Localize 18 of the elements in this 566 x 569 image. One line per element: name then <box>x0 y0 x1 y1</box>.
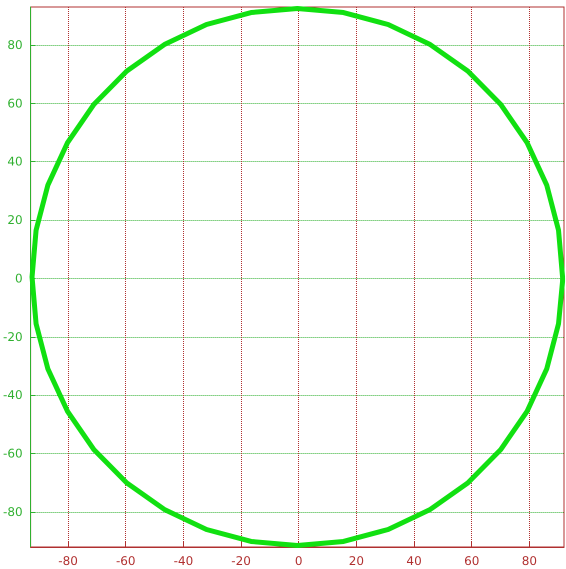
y-tick-label: -60 <box>2 446 23 461</box>
x-tick-label: 60 <box>464 554 480 568</box>
x-tick-label: 0 <box>294 554 303 568</box>
y-tick-label: 0 <box>14 271 23 286</box>
y-tick-label: -40 <box>2 388 23 402</box>
x-tick-label: 80 <box>522 554 538 568</box>
y-tick-label: 80 <box>7 38 23 52</box>
y-tick-label: 20 <box>7 213 23 228</box>
x-tick-label: 40 <box>406 554 422 568</box>
y-tick-label: 60 <box>7 96 23 110</box>
y-tick-label: 40 <box>7 154 23 169</box>
x-tick-label: -40 <box>174 554 194 568</box>
x-tick-label: -60 <box>116 554 136 568</box>
x-tick-label: -80 <box>58 554 78 568</box>
x-tick-label: -20 <box>231 554 251 568</box>
y-tick-label: -80 <box>2 504 23 519</box>
y-tick-label: -20 <box>2 330 23 344</box>
x-tick-label: 20 <box>348 554 364 568</box>
